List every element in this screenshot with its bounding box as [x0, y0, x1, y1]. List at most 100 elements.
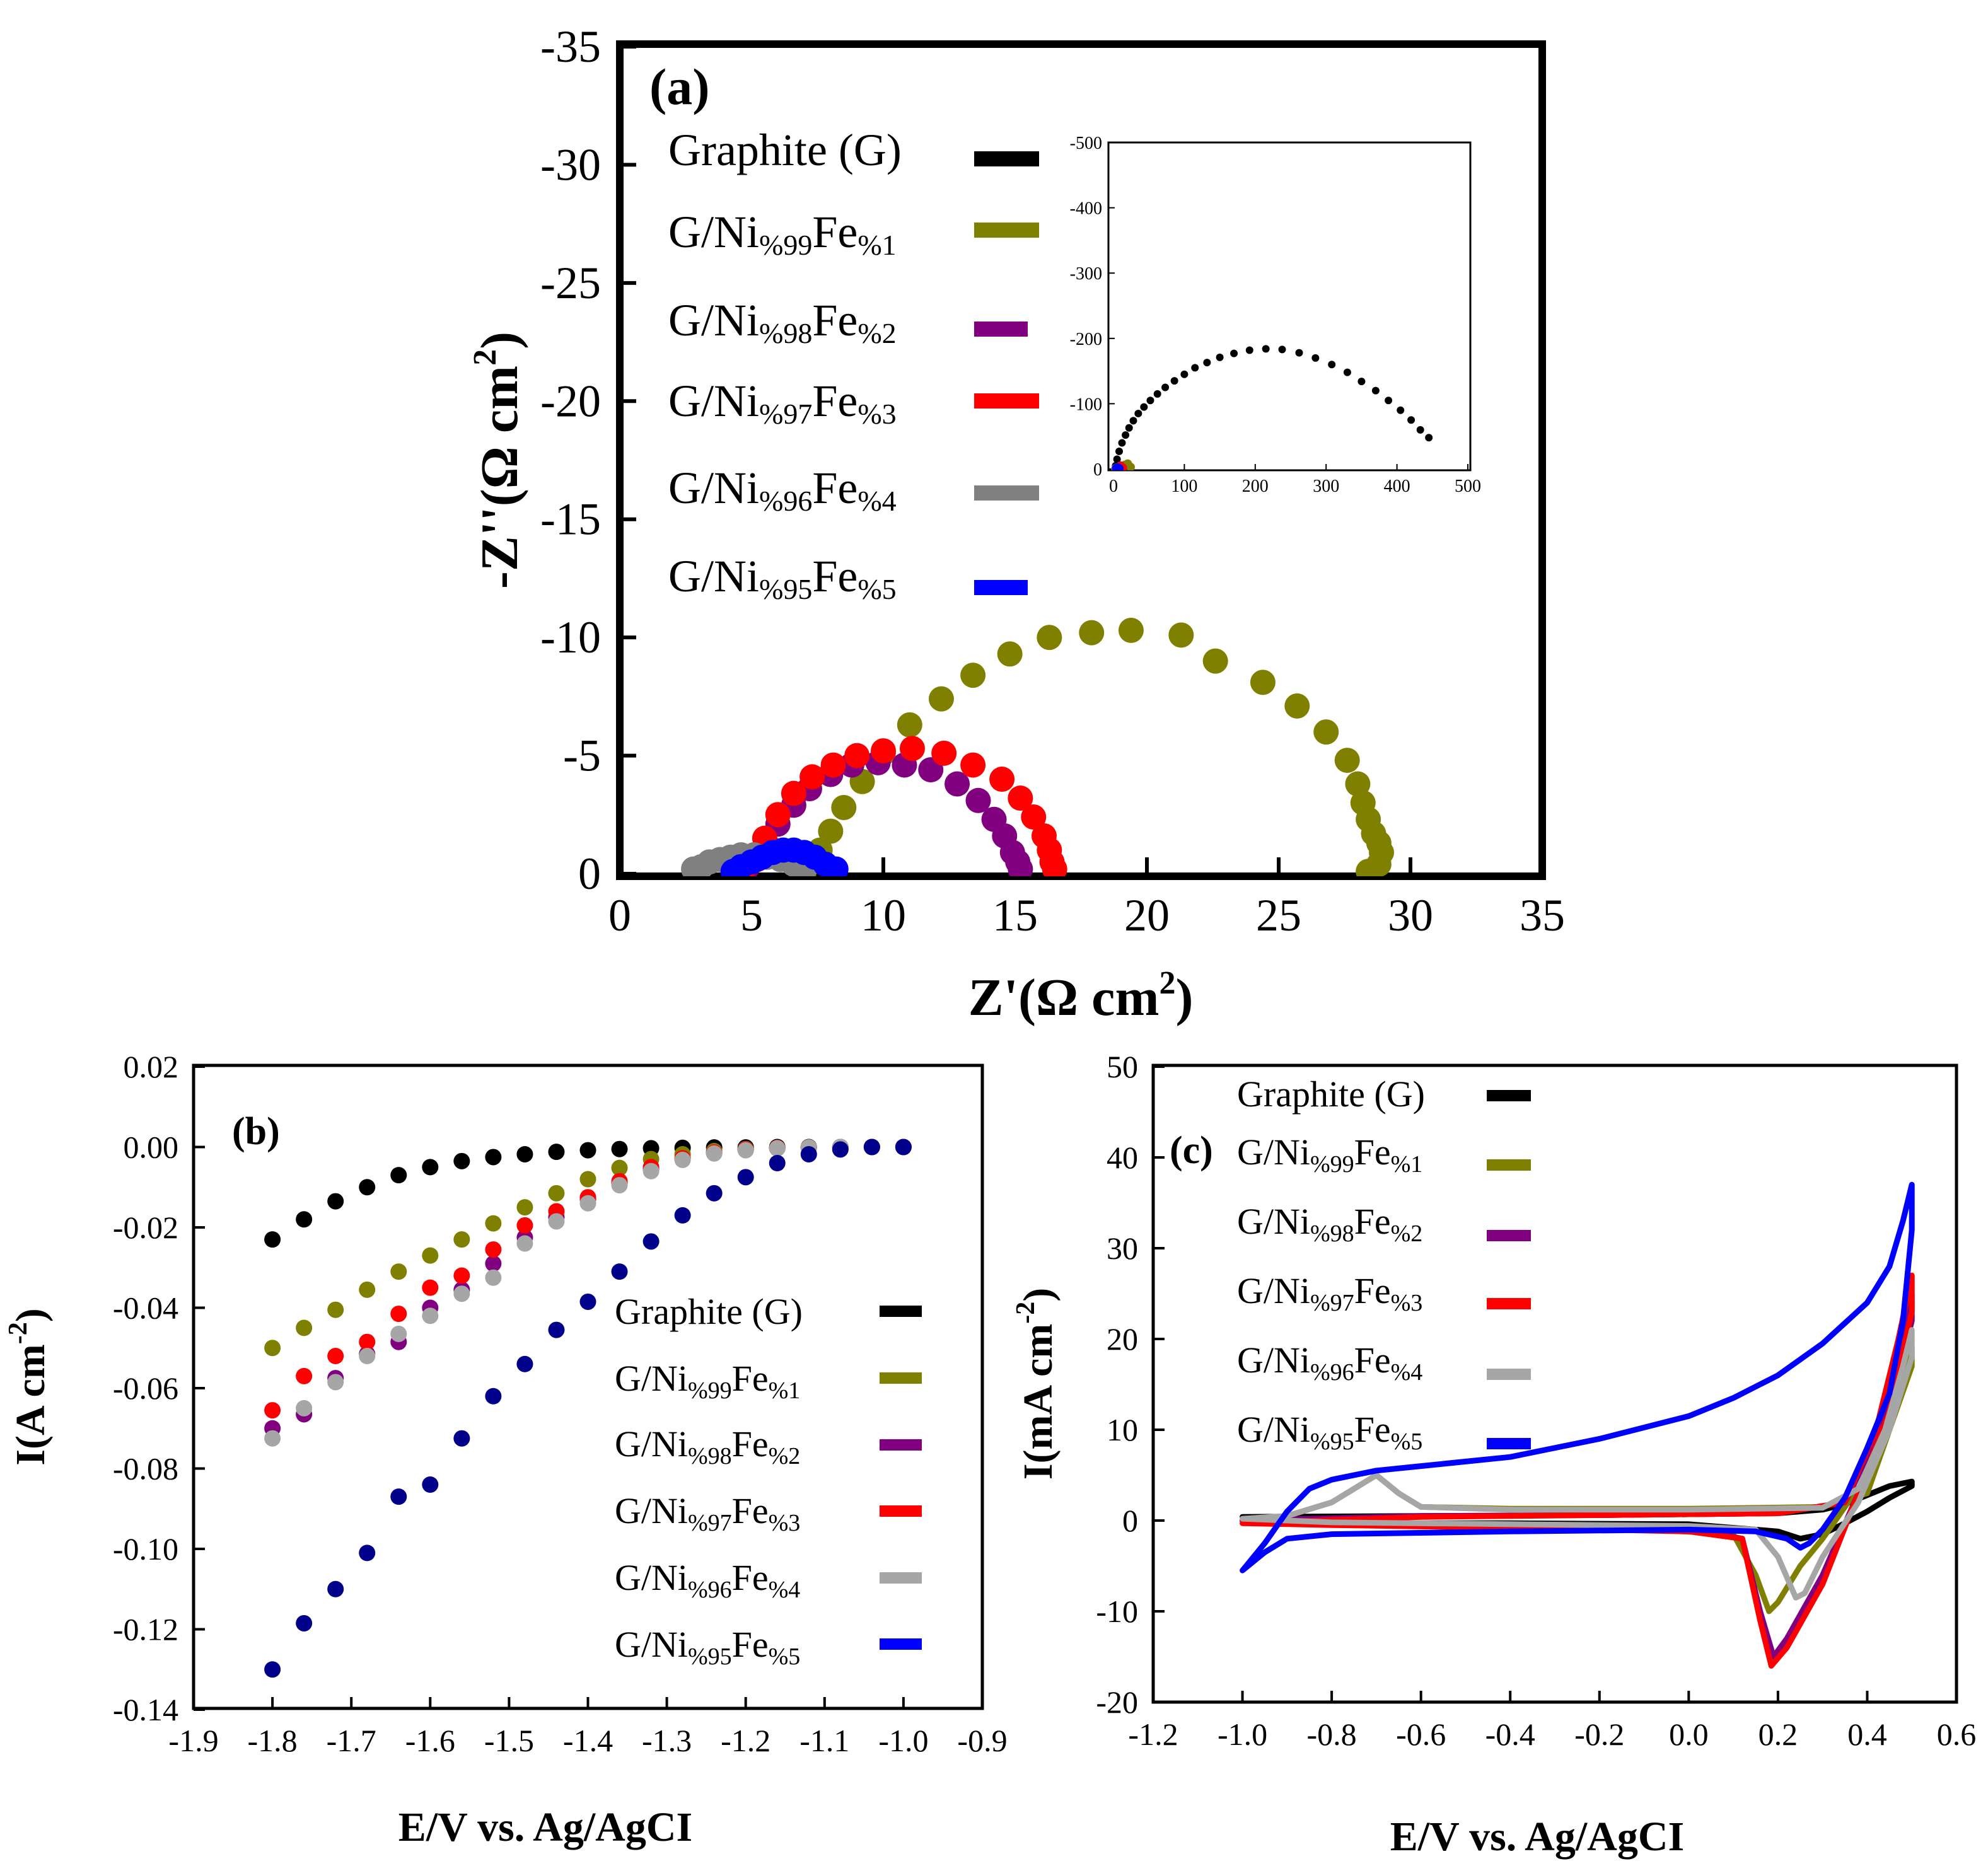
plot-a-y-axis-label: -Z''(Ω cm2) [467, 332, 529, 589]
plot-b-point-g-ni-95fe-5 [516, 1355, 533, 1372]
plot-a-y-tick-label: 0 [578, 849, 601, 899]
plot-b-point-graphite-g [264, 1231, 281, 1248]
legend-b-item-ni98fe2: G/Ni%98Fe%2 [615, 1423, 922, 1469]
legend-c-item-ni96fe4: G/Ni%96Fe%4 [1237, 1340, 1531, 1386]
plot-b-x-tick-label: -1.2 [721, 1723, 770, 1758]
plot-a-point-g-ni-98fe-2 [945, 771, 970, 797]
plot-b-point-graphite-g [611, 1140, 628, 1157]
plot-b-point-g-ni-99fe-1 [422, 1247, 439, 1264]
inset-x-tick-label: 400 [1384, 477, 1410, 496]
plot-a-point-g-ni-99fe-1 [1313, 719, 1339, 745]
plot-c-x-tick-label: -0.6 [1396, 1717, 1446, 1752]
inset-point-graphite-g [1262, 345, 1270, 353]
plot-b-point-g-ni-97fe-3 [327, 1348, 344, 1364]
legend-a-item-ni99fe1: G/Ni%99Fe%1 [668, 207, 1039, 261]
legend-a-label: G/Ni%95Fe%5 [668, 551, 897, 605]
inset-point-graphite-g [1407, 416, 1415, 424]
inset-point-g-ni-99fe-1 [1125, 462, 1135, 470]
plot-a-y-tick-label: -5 [563, 731, 601, 781]
inset-point-graphite-g [1153, 390, 1161, 398]
inset-point-graphite-g [1416, 426, 1424, 434]
plot-a-point-g-ni-99fe-1 [1118, 617, 1144, 643]
plot-a-point-g-ni-99fe-1 [818, 818, 844, 844]
plot-c-frame [1151, 1063, 1958, 1704]
plot-c-curve-g-ni-95fe-5 [1240, 1181, 1915, 1573]
plot-b-point-g-ni-97fe-3 [485, 1241, 502, 1258]
inset-point-graphite-g [1170, 377, 1178, 385]
plot-c-lines [1240, 1181, 1915, 1669]
inset-point-graphite-g [1180, 370, 1189, 378]
plot-b-ticks: -1.9 -1.8 -1.7 -1.6 -1.5 -1.4 -1.3 -1.2 -1.1 -1.0… [113, 1049, 1008, 1758]
plot-b-point-g-ni-96fe-4 [706, 1145, 723, 1162]
plot-c-x-tick-label: -0.4 [1485, 1717, 1535, 1752]
plot-a-point-g-ni-97fe-3 [931, 740, 957, 766]
inset-point-graphite-g [1385, 397, 1393, 405]
plot-b-point-g-ni-95fe-5 [579, 1293, 596, 1310]
plot-a-x-tick-label: 0 [608, 890, 631, 941]
inset-point-graphite-g [1371, 386, 1380, 395]
legend-c-item-ni95fe5: G/Ni%95Fe%5 [1237, 1409, 1531, 1455]
inset-frame [1107, 141, 1472, 472]
inset-point-graphite-g [1113, 455, 1121, 463]
plot-a-point-g-ni-98fe-2 [965, 787, 991, 813]
plot-a-point-g-ni-97fe-3 [799, 764, 825, 790]
plot-c-y-axis-label: I(mA cm-2) [1011, 1288, 1061, 1480]
plot-c-y-tick-label: 0 [1122, 1503, 1138, 1538]
legend-b-label: G/Ni%95Fe%5 [615, 1624, 800, 1670]
plot-b-x-tick-label: -1.4 [563, 1723, 613, 1758]
plot-b-point-g-ni-95fe-5 [863, 1139, 880, 1156]
plot-a-y-tick-label: -30 [540, 139, 601, 190]
plot-a-x-tick-label: 15 [992, 890, 1038, 941]
plot-b-y-tick-label: 0.00 [124, 1130, 179, 1165]
plot-a-point-g-ni-97fe-3 [989, 767, 1015, 792]
plot-b-y-tick-label: 0.02 [124, 1049, 179, 1084]
plot-b-y-tick-label: -0.08 [113, 1451, 178, 1486]
plot-a-point-g-ni-99fe-1 [1202, 648, 1228, 674]
plot-b-point-g-ni-95fe-5 [264, 1661, 281, 1678]
plot-a-point-g-ni-97fe-3 [820, 752, 846, 778]
plot-b-point-g-ni-96fe-4 [611, 1177, 628, 1194]
plot-b-point-g-ni-97fe-3 [264, 1402, 281, 1419]
legend-b-item-ni95fe5: G/Ni%95Fe%5 [615, 1624, 922, 1670]
plot-a-point-g-ni-97fe-3 [899, 736, 925, 762]
plot-a-label: (a) [649, 58, 710, 115]
plot-a-point-g-ni-99fe-1 [1356, 859, 1381, 876]
inset-point-graphite-g [1343, 368, 1351, 376]
legend-b-label: Graphite (G) [615, 1291, 803, 1332]
plot-b-point-g-ni-97fe-3 [516, 1217, 533, 1234]
plot-b-point-graphite-g [422, 1159, 439, 1176]
legend-b-label: G/Ni%98Fe%2 [615, 1423, 800, 1469]
plot-b-y-tick-label: -0.12 [113, 1612, 178, 1647]
plot-b-point-graphite-g [453, 1152, 470, 1169]
legend-c-label: Graphite (G) [1237, 1074, 1425, 1115]
inset-point-graphite-g [1216, 353, 1224, 361]
inset-y-tick-label: -300 [1070, 264, 1102, 284]
plot-b-x-tick-label: -1.7 [327, 1723, 376, 1758]
inset-y-tick-label: -500 [1070, 134, 1102, 153]
plot-b-y-axis-label: I(A cm-2) [4, 1308, 54, 1465]
inset-point-graphite-g [1203, 359, 1211, 367]
plot-b-point-g-ni-96fe-4 [390, 1325, 407, 1342]
plot-b-y-tick-label: -0.06 [113, 1371, 178, 1406]
legend-c-item-graphite: Graphite (G) [1237, 1074, 1531, 1115]
plot-c-x-tick-label: 0.4 [1847, 1717, 1887, 1752]
inset-point-graphite-g [1115, 448, 1123, 456]
nyquist-plot-panel: 0 5 10 15 20 25 30 350-5-10-15-20-25-30-35 (a) … [467, 21, 1565, 1027]
plot-b-point-g-ni-95fe-5 [390, 1488, 407, 1505]
legend-c-label: G/Ni%97Fe%3 [1237, 1270, 1422, 1316]
plot-b-point-g-ni-97fe-3 [296, 1367, 313, 1384]
inset-point-graphite-g [1134, 409, 1142, 417]
legend-a-item-ni98fe2: G/Ni%98Fe%2 [668, 295, 1028, 349]
plot-b-point-g-ni-96fe-4 [264, 1430, 281, 1447]
plot-b-point-g-ni-96fe-4 [327, 1374, 344, 1391]
plot-a-point-g-ni-99fe-1 [1168, 622, 1194, 648]
plot-b-point-graphite-g [359, 1179, 376, 1196]
plot-b-x-axis-label: E/V vs. Ag/AgCI [398, 1804, 692, 1850]
plot-b-point-g-ni-96fe-4 [642, 1162, 660, 1179]
plot-c-y-tick-label: 10 [1107, 1412, 1138, 1447]
plot-c-legend: Graphite (G) G/Ni%99Fe%1 G/Ni%98Fe%2 G/N… [1237, 1074, 1531, 1455]
legend-c-item-ni97fe3: G/Ni%97Fe%3 [1237, 1270, 1531, 1316]
inset-x-tick-label: 500 [1455, 477, 1481, 496]
plot-a-x-tick-label: 35 [1520, 890, 1565, 941]
